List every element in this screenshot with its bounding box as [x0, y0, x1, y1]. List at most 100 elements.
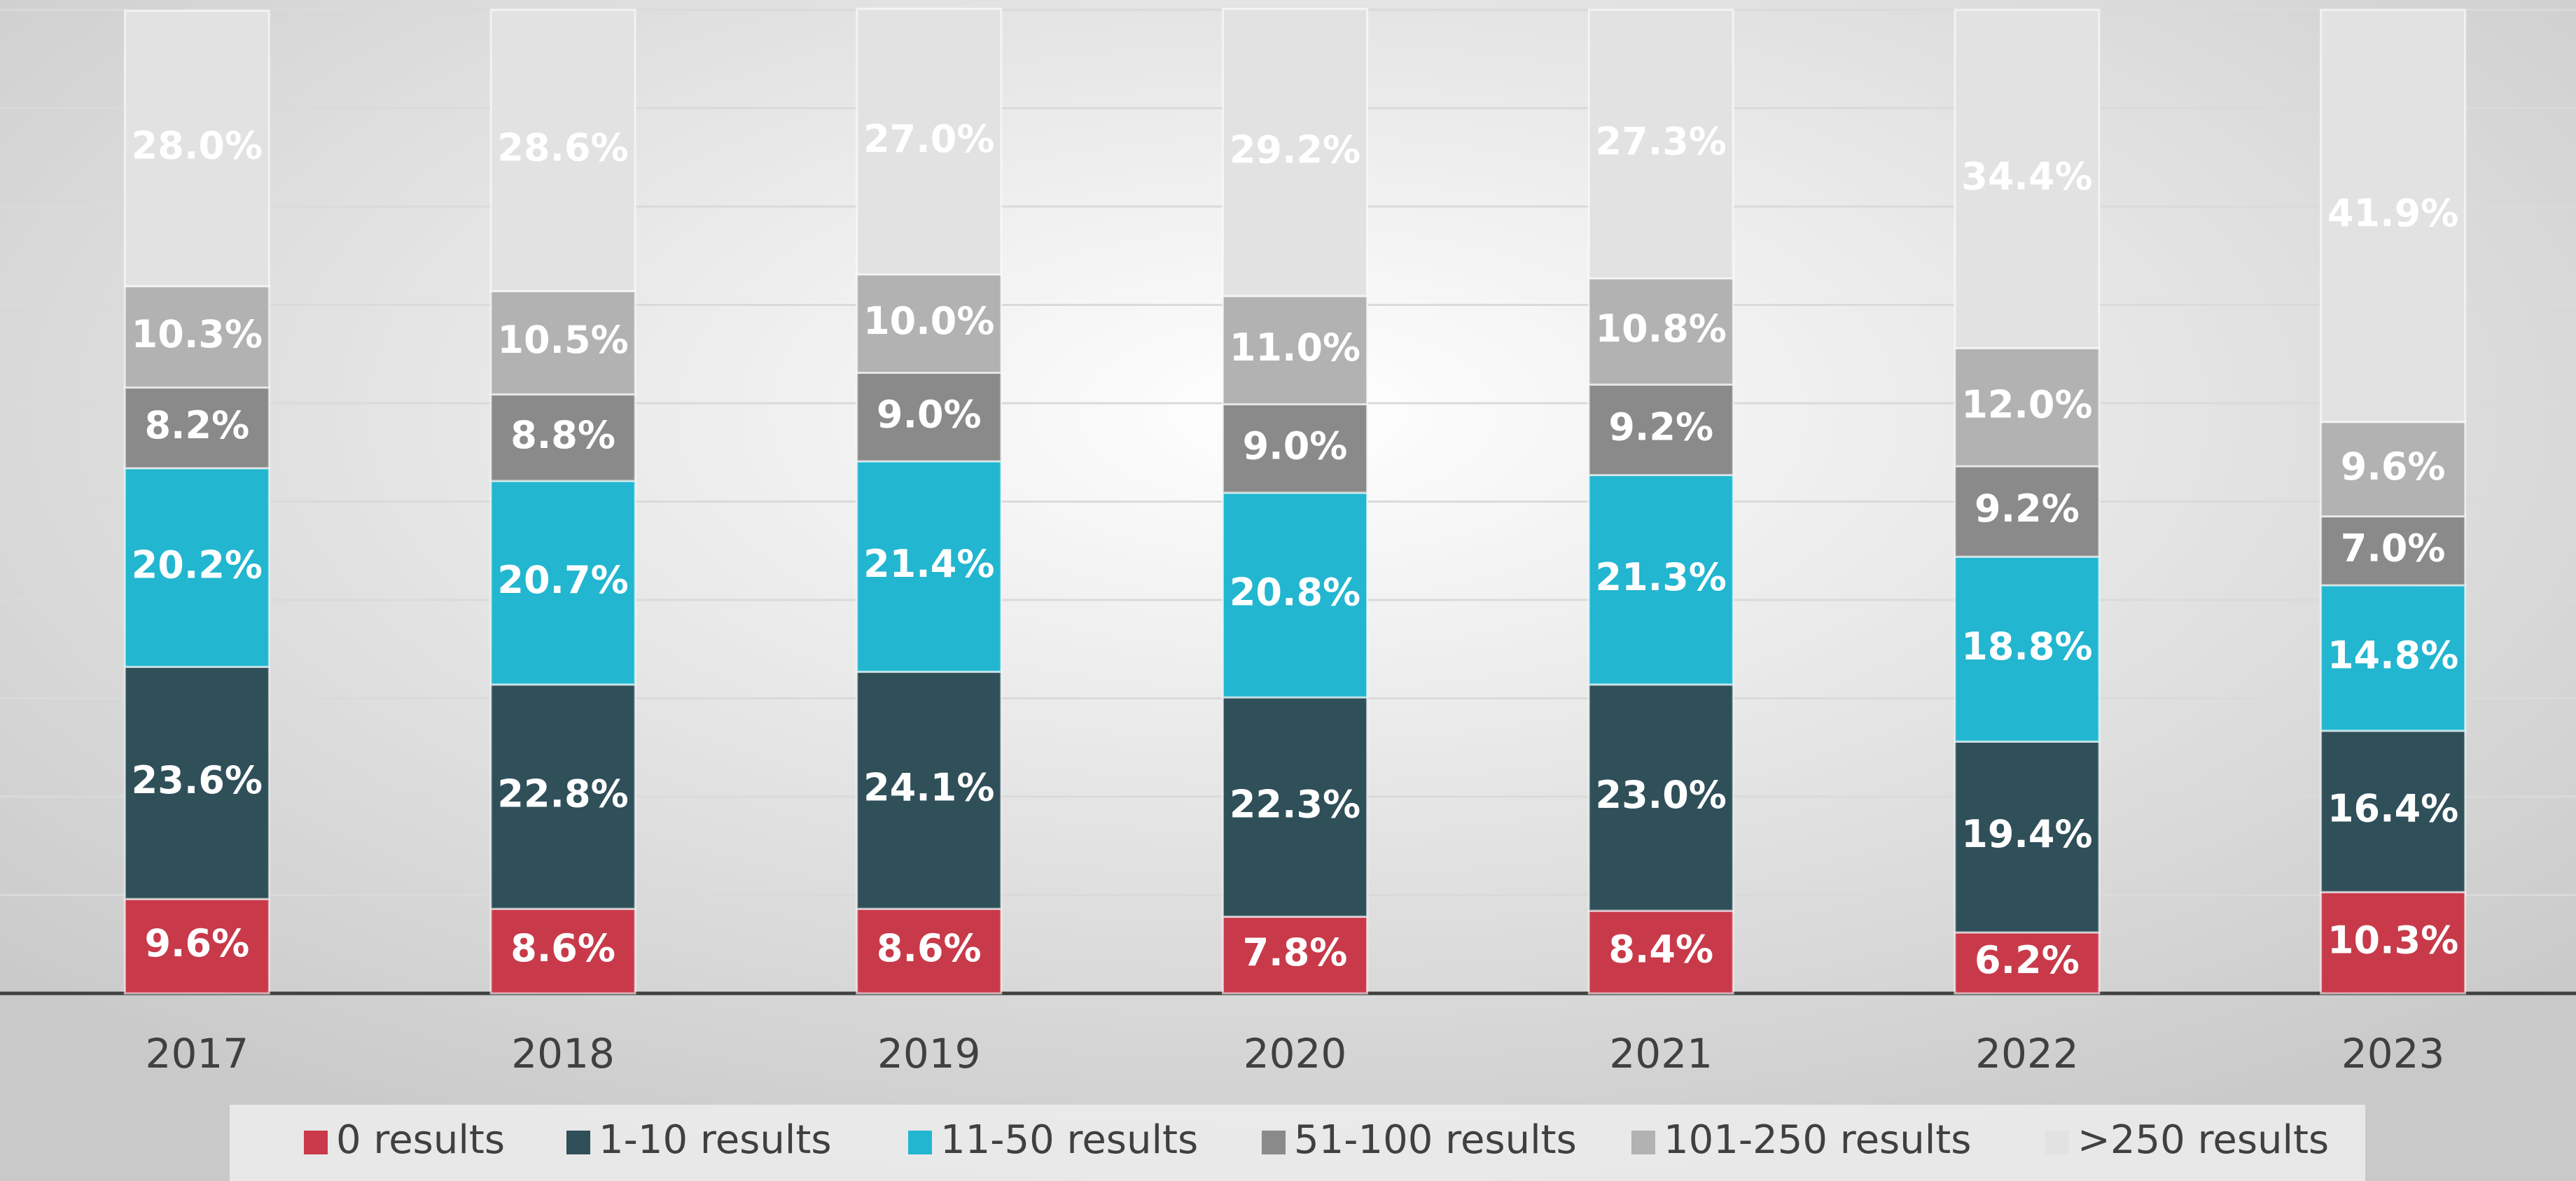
- bar-segment: [2320, 515, 2467, 587]
- bar-segment: [1587, 8, 1734, 280]
- data-label: 7.0%: [2341, 526, 2446, 570]
- legend-swatch: [2045, 1131, 2069, 1154]
- data-label: 28.6%: [497, 126, 628, 170]
- bar-segment: [1587, 683, 1734, 912]
- bar-segment: [856, 371, 1003, 463]
- labels: 2017 9.6% 23.6% 20.2% 8.2% 10.3% 28.0% 2018 8.6%…: [132, 117, 2459, 1077]
- data-label: 27.3%: [1596, 119, 1727, 163]
- bar-segment: [489, 480, 636, 686]
- data-label: 9.0%: [877, 392, 982, 436]
- bar-segment: [856, 273, 1003, 374]
- data-label: 16.4%: [2327, 787, 2458, 831]
- data-label: 23.0%: [1596, 773, 1727, 817]
- x-tick-label: 2023: [2341, 1030, 2445, 1077]
- legend-label: 51-100 results: [1294, 1117, 1577, 1163]
- legend-label: 1-10 results: [599, 1117, 832, 1163]
- data-label: 9.6%: [2341, 445, 2446, 489]
- data-label: 20.7%: [497, 558, 628, 602]
- bar-segment: [489, 290, 636, 396]
- bar-segment: [123, 9, 270, 288]
- data-label: 8.6%: [877, 926, 982, 970]
- data-label: 10.3%: [2327, 918, 2458, 962]
- x-tick-label: 2019: [877, 1030, 981, 1077]
- data-label: 8.6%: [510, 926, 615, 970]
- data-label: 10.0%: [863, 299, 994, 343]
- bar-segment: [489, 8, 636, 293]
- data-label: 21.3%: [1596, 555, 1727, 599]
- legend-label: 0 results: [336, 1117, 505, 1163]
- bar-segment: [123, 467, 270, 669]
- data-label: 8.2%: [144, 403, 249, 447]
- bar-segment: [856, 671, 1003, 910]
- data-label: 11.0%: [1230, 326, 1360, 370]
- data-label: 28.0%: [132, 124, 263, 168]
- bar-segment: [489, 683, 636, 910]
- bar-segment: [1954, 8, 2101, 349]
- bar-segment: [489, 393, 636, 482]
- bar-segment: [489, 907, 636, 995]
- bar-segment: [123, 666, 270, 900]
- bar-segment: [856, 460, 1003, 673]
- data-label: 9.0%: [1243, 424, 1348, 468]
- data-label: 21.4%: [863, 542, 994, 586]
- bar-segment: [1587, 909, 1734, 995]
- bars: [123, 8, 2467, 995]
- bar-segment: [1222, 8, 1368, 298]
- x-tick-label: 2021: [1609, 1030, 1713, 1077]
- data-label: 8.8%: [510, 413, 615, 457]
- bar-segment: [856, 8, 1003, 276]
- bar-segment: [123, 285, 270, 389]
- bar-segment: [2320, 729, 2467, 893]
- x-tick-label: 2017: [146, 1030, 249, 1077]
- bar-segment: [2320, 584, 2467, 732]
- legend-label: >250 results: [2077, 1117, 2329, 1163]
- data-label: 10.5%: [497, 318, 628, 362]
- data-label: 23.6%: [132, 758, 263, 802]
- bar-segment: [2320, 8, 2467, 424]
- legend: 0 results 1-10 results 11-50 results 51-100…: [304, 1117, 2329, 1163]
- data-label: 20.8%: [1230, 571, 1360, 615]
- data-label: 20.2%: [132, 543, 263, 587]
- data-label: 24.1%: [863, 766, 994, 810]
- data-label: 7.8%: [1243, 930, 1348, 974]
- bar-segment: [123, 897, 270, 995]
- data-label: 29.2%: [1230, 127, 1360, 172]
- x-tick-label: 2022: [1975, 1030, 2079, 1077]
- data-label: 19.4%: [1961, 812, 2092, 856]
- legend-label: 101-250 results: [1664, 1117, 1971, 1163]
- legend-label: 11-50 results: [940, 1117, 1198, 1163]
- data-label: 14.8%: [2327, 634, 2458, 678]
- data-label: 9.6%: [144, 921, 249, 965]
- bar-segment: [1222, 915, 1368, 995]
- legend-swatch: [908, 1131, 932, 1154]
- data-label: 8.4%: [1608, 928, 1713, 972]
- legend-swatch: [304, 1131, 328, 1154]
- data-label: 34.4%: [1961, 154, 2092, 198]
- data-label: 27.0%: [863, 117, 994, 161]
- bar-segment: [2320, 421, 2467, 518]
- data-label: 10.8%: [1596, 307, 1727, 351]
- data-label: 41.9%: [2327, 191, 2458, 235]
- data-label: 6.2%: [1975, 938, 2080, 982]
- bar-segment: [1954, 347, 2101, 468]
- data-label: 9.2%: [1608, 405, 1713, 449]
- data-label: 12.0%: [1961, 382, 2092, 426]
- bar-segment: [1587, 474, 1734, 686]
- bar-segment: [1222, 696, 1368, 918]
- bar-segment: [1954, 740, 2101, 934]
- bar-segment: [2320, 890, 2467, 995]
- data-label: 10.3%: [132, 312, 263, 356]
- bar-segment: [1222, 295, 1368, 405]
- legend-swatch: [1262, 1131, 1286, 1154]
- data-label: 9.2%: [1975, 487, 2080, 531]
- x-tick-label: 2020: [1244, 1030, 1347, 1077]
- data-label: 22.3%: [1230, 782, 1360, 826]
- x-tick-label: 2018: [511, 1030, 615, 1077]
- bar-segment: [123, 386, 270, 470]
- legend-swatch: [1631, 1131, 1655, 1154]
- bar-segment: [1587, 383, 1734, 477]
- data-label: 22.8%: [497, 772, 628, 816]
- legend-swatch: [566, 1131, 590, 1154]
- data-label: 18.8%: [1961, 624, 2092, 669]
